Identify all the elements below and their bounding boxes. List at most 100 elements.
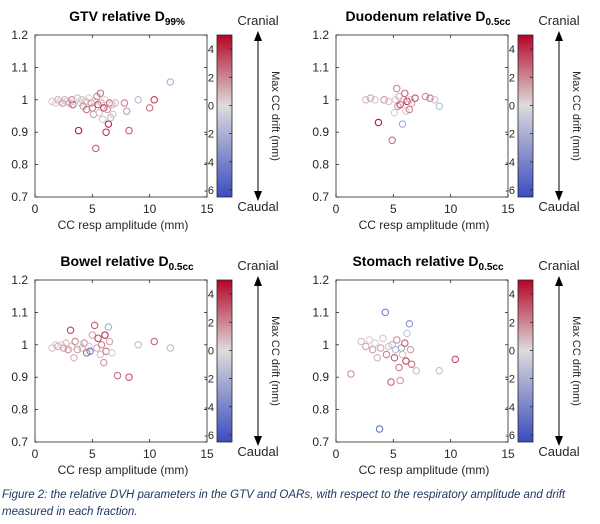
data-point <box>92 144 100 153</box>
data-point <box>104 323 113 331</box>
data-point <box>405 105 414 114</box>
colorbar-tick-label: -4 <box>204 402 214 414</box>
data-point <box>398 350 407 359</box>
arrow-up-icon <box>555 276 563 286</box>
x-axis-label: CC resp amplitude (mm) <box>58 463 189 477</box>
x-tick-label: 15 <box>501 447 515 461</box>
arrow-down-icon <box>555 436 563 446</box>
y-tick-label: 1 <box>21 338 28 352</box>
x-tick-label: 15 <box>200 202 214 216</box>
data-point <box>113 371 122 380</box>
y-tick-label: 1 <box>322 93 329 107</box>
x-axis-label: CC resp amplitude (mm) <box>359 463 490 477</box>
y-tick-label: 0.7 <box>11 190 28 204</box>
y-tick-label: 1.2 <box>11 28 28 42</box>
chart-title-main: Duodenum relative D <box>345 8 485 24</box>
arrow-up-icon <box>254 276 262 286</box>
data-point <box>87 99 95 107</box>
colorbar-tick-label: 2 <box>208 317 214 329</box>
y-tick-label: 1.1 <box>312 305 329 319</box>
data-point <box>67 342 76 351</box>
colorbar <box>216 34 233 198</box>
data-point <box>426 94 434 102</box>
plot-area <box>34 34 208 198</box>
y-tick-label: 1.1 <box>11 305 28 319</box>
colorbar-tick-label: -2 <box>204 374 214 386</box>
data-point <box>365 336 374 344</box>
colorbar-tick-label: -6 <box>505 185 515 197</box>
x-tick-label: 0 <box>333 447 340 461</box>
colorbar-tick-label: -4 <box>204 157 214 169</box>
colorbar-top-label: Cranial <box>538 13 579 28</box>
y-tick-label: 1.2 <box>11 273 28 287</box>
data-point <box>406 345 415 354</box>
x-tick-label: 10 <box>143 202 157 216</box>
arrow-up-icon <box>555 31 563 41</box>
data-point <box>102 128 110 136</box>
colorbar-tick-label: 4 <box>208 289 214 301</box>
data-point <box>421 92 430 101</box>
y-tick-label: 1 <box>322 338 329 352</box>
colorbar-label: Max CC drift (mm) <box>269 316 281 406</box>
y-tick-label: 1.2 <box>312 28 329 42</box>
data-point <box>430 96 439 104</box>
data-point <box>435 366 443 375</box>
data-point <box>368 345 377 354</box>
data-point <box>347 370 355 378</box>
colorbar-top-label: Cranial <box>237 13 278 28</box>
y-tick-label: 1.1 <box>11 60 28 74</box>
data-point <box>122 107 131 115</box>
x-tick-label: 15 <box>200 447 214 461</box>
colorbar-tick-label: 0 <box>208 345 214 357</box>
data-point <box>90 321 99 330</box>
data-point <box>150 337 159 346</box>
data-point <box>150 96 159 104</box>
colorbar-top-label: Cranial <box>237 258 278 273</box>
data-point <box>111 99 120 107</box>
data-point <box>394 102 402 111</box>
data-point <box>166 344 175 352</box>
colorbar-tick-label: 0 <box>208 100 214 112</box>
data-point <box>108 349 116 357</box>
data-point <box>390 354 399 362</box>
data-point <box>435 102 443 111</box>
data-point <box>401 339 409 347</box>
data-point <box>51 341 60 349</box>
data-point <box>104 120 113 128</box>
data-point <box>376 344 385 352</box>
figure-caption: Figure 2: the relative DVH parameters in… <box>2 489 566 518</box>
chart-panel-3: Bowel relative D0.5cc 0.7 0.8 0.9 1 1.1 1.2 0 5 1… <box>11 253 281 477</box>
chart-title: Bowel relative D0.5cc <box>60 253 194 273</box>
x-tick-label: 0 <box>333 202 340 216</box>
y-tick-label: 0.8 <box>312 158 329 172</box>
data-point <box>374 118 383 127</box>
data-point <box>396 376 404 385</box>
data-point <box>371 339 379 347</box>
data-point <box>82 349 91 357</box>
colorbar-tick-label: 0 <box>509 100 515 112</box>
data-point <box>86 347 94 356</box>
data-point <box>388 341 396 349</box>
plot-area <box>335 34 509 198</box>
chart-panel-2: Duodenum relative D0.5cc 0.7 0.8 0.9 1 1.1 1.2… <box>312 8 582 232</box>
data-point <box>66 326 75 334</box>
chart-title-subscript: 99% <box>165 17 185 28</box>
y-tick-label: 0.8 <box>11 158 28 172</box>
colorbar-bottom-label: Caudal <box>237 199 278 214</box>
y-tick-label: 0.7 <box>11 435 28 449</box>
colorbar-label: Max CC drift (mm) <box>269 71 281 161</box>
chart-title-subscript: 0.5cc <box>486 17 511 28</box>
colorbar-bottom-label: Caudal <box>237 444 278 459</box>
data-point <box>393 84 401 93</box>
chart-panel-1: GTV relative D99% 0.7 0.8 0.9 1 1.1 1.2 0 5 10 15 C… <box>11 8 281 232</box>
data-point <box>97 341 106 349</box>
chart-title-subscript: 0.5cc <box>479 262 504 273</box>
data-point <box>366 94 375 102</box>
plot-area <box>335 279 509 443</box>
colorbar-tick-label: 0 <box>509 345 515 357</box>
colorbar <box>517 34 534 198</box>
colorbar <box>517 279 534 443</box>
colorbar-tick-label: -2 <box>505 129 515 141</box>
data-point <box>398 120 407 128</box>
data-point <box>105 337 114 346</box>
